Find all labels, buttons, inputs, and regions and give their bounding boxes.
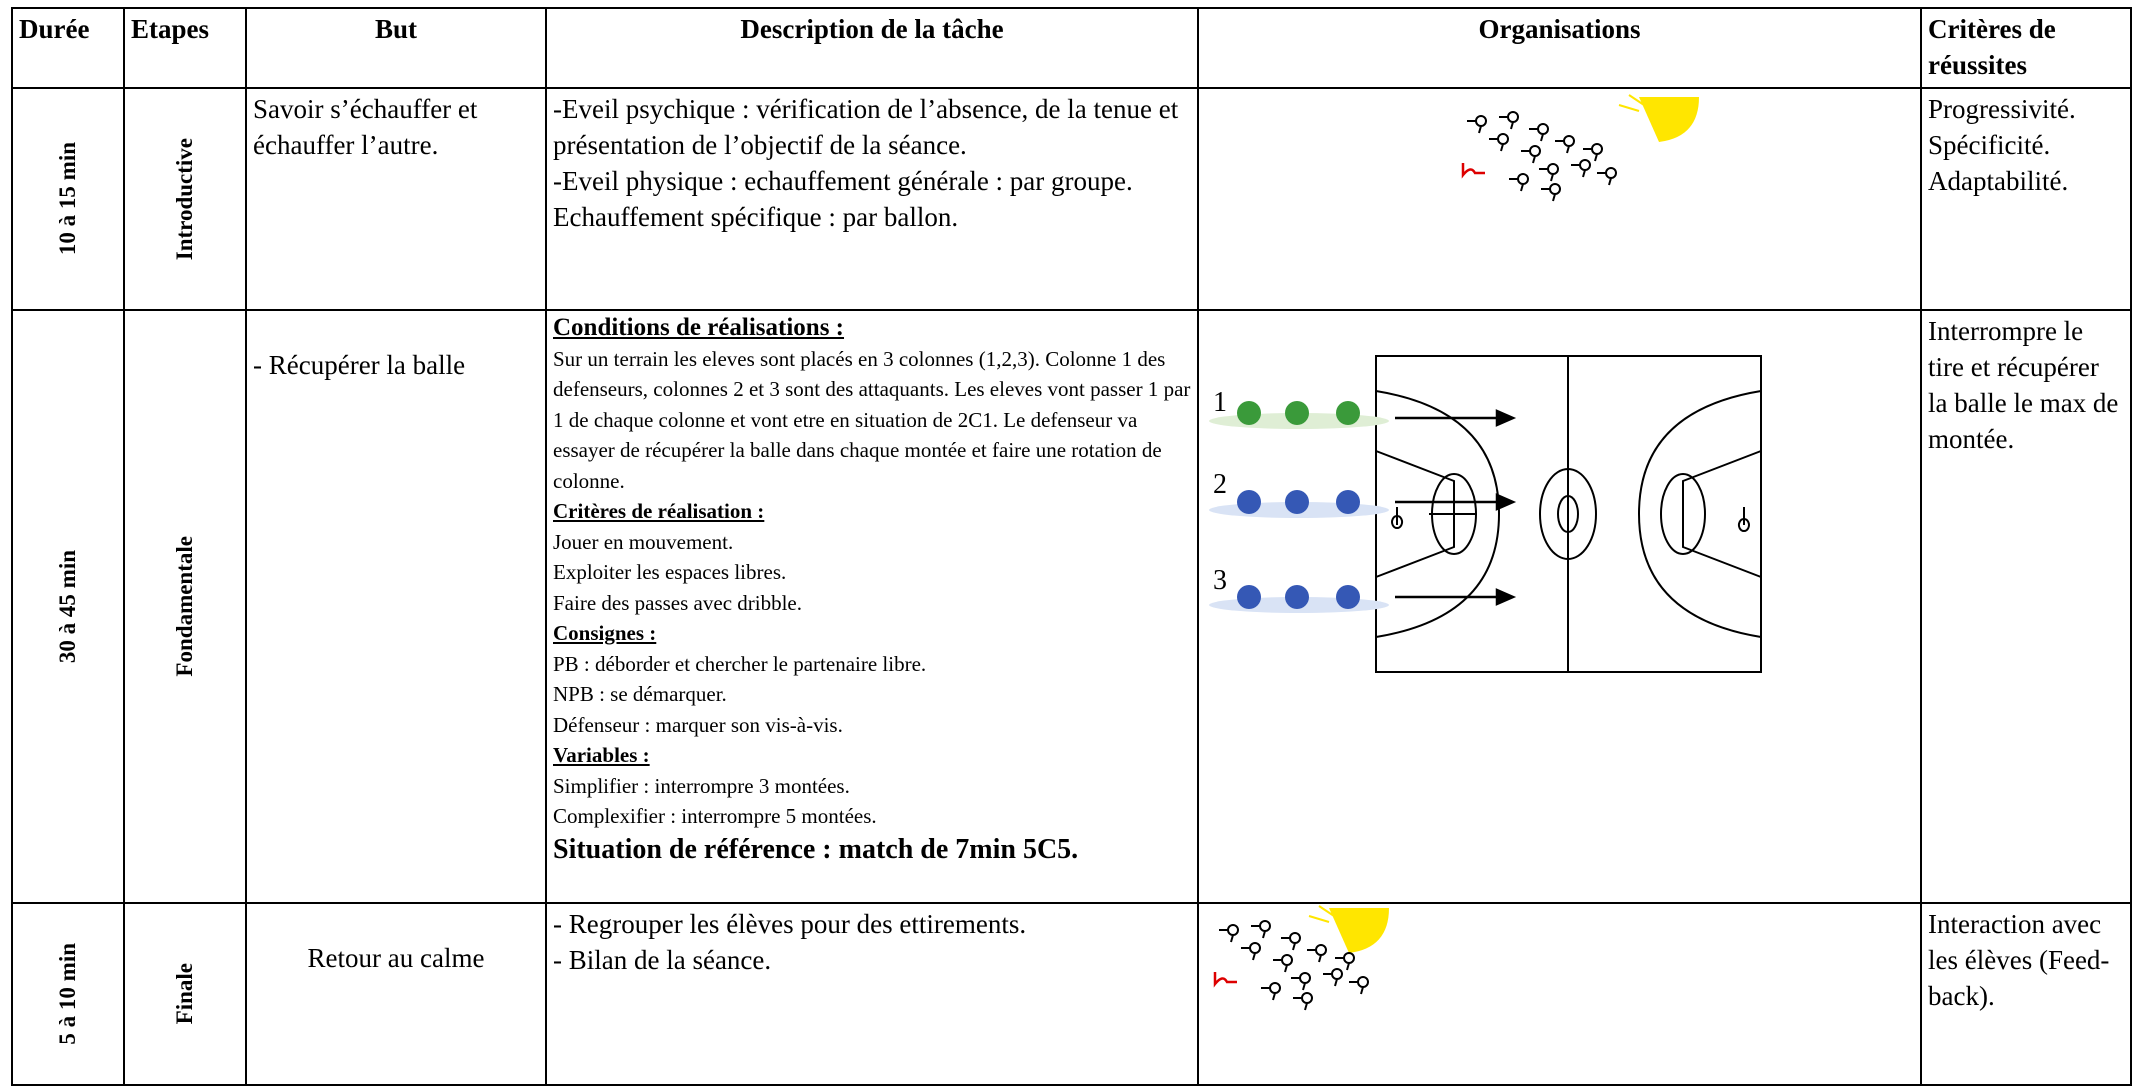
court-diagram: 1 2 3 <box>1209 355 1762 673</box>
organisation <box>1197 87 1922 311</box>
description-line: - Bilan de la séance. <box>553 945 772 975</box>
description-line: Défenseur : marquer son vis-à-vis. <box>553 712 843 737</box>
cell: 30 à 45 min <box>11 309 125 904</box>
row: 10 à 15 min Introductive Savoir s’échauf… <box>11 87 2132 311</box>
warmup-diagram <box>1461 94 1700 202</box>
column-label: 3 <box>1213 565 1227 596</box>
lesson-table: Durée Etapes But Description de la tâche… <box>11 7 2132 1086</box>
cooldown-diagram <box>1213 905 1390 1011</box>
criterion: Spécificité. <box>1928 130 2051 160</box>
description-heading: Conditions de réalisations : <box>553 314 845 341</box>
description-line: - Regrouper les élèves pour des ettireme… <box>553 909 1027 939</box>
header: But <box>245 7 547 89</box>
cell: 10 à 15 min <box>11 87 125 311</box>
description-heading: Variables : <box>553 743 650 767</box>
cell: Conditions de réalisations : Sur un terr… <box>545 309 1199 904</box>
header: Organisations <box>1197 7 1922 89</box>
description-line: PB : déborder et chercher le partenaire … <box>553 651 927 676</box>
organisation <box>1197 902 1922 1086</box>
cell: Finale <box>123 902 247 1086</box>
cell: 5 à 10 min <box>11 902 125 1086</box>
description-line: Sur un terrain les eleves sont placés en… <box>553 346 1191 493</box>
header: Description de la tâche <box>545 7 1199 89</box>
column-label: 1 <box>1213 387 1227 418</box>
duration: 30 à 45 min <box>55 549 80 664</box>
cell: -Eveil psychique : vérification de l’abs… <box>545 87 1199 311</box>
description-line: -Eveil physique : echauffement générale … <box>553 166 1133 196</box>
criterion: Progressivité. <box>1928 94 2076 124</box>
row: 5 à 10 min Finale Retour au calme - Regr… <box>11 902 2132 1086</box>
description-line: Complexifier : interrompre 5 montées. <box>553 804 877 828</box>
stage: Introductive <box>172 137 197 261</box>
cell: Fondamentale <box>123 309 247 904</box>
goal: Savoir s’échauffer et échauffer l’autre. <box>245 87 547 311</box>
stage: Fondamentale <box>172 536 197 677</box>
description-line: NPB : se démarquer. <box>553 682 727 706</box>
description-heading: Critères de réalisation : <box>553 499 765 523</box>
description-heading: Consignes : <box>553 621 657 645</box>
header: Etapes <box>123 7 247 89</box>
description-line: Echauffement spécifique : par ballon. <box>553 202 959 232</box>
criterion: Interaction avec les élèves (Feed-back). <box>1920 902 2132 1086</box>
description-line: -Eveil psychique : vérification de l’abs… <box>553 94 1179 160</box>
cell: - Regrouper les élèves pour des ettireme… <box>545 902 1199 1086</box>
goal: Retour au calme <box>245 902 547 1086</box>
goal: - Récupérer la balle <box>245 309 547 904</box>
description-line: Jouer en mouvement. <box>553 529 734 554</box>
criterion: Interrompre le tire et récupérer la ball… <box>1920 309 2132 904</box>
cell: Introductive <box>123 87 247 311</box>
stage: Finale <box>172 963 197 1025</box>
description-line: Simplifier : interrompre 3 montées. <box>553 773 850 798</box>
header: Durée <box>11 7 125 89</box>
row: 30 à 45 min Fondamentale - Récupérer la … <box>11 309 2132 904</box>
duration: 10 à 15 min <box>55 142 80 256</box>
duration: 5 à 10 min <box>55 943 80 1045</box>
header: Critères de réussites <box>1920 7 2132 89</box>
column-label: 2 <box>1213 469 1227 500</box>
description-line: Faire des passes avec dribble. <box>553 590 802 615</box>
cell: Progressivité. Spécificité. Adaptabilité… <box>1920 87 2132 311</box>
reference-situation: Situation de référence : match de 7min 5… <box>553 833 1079 865</box>
criterion: Adaptabilité. <box>1928 166 2069 196</box>
header-row: Durée Etapes But Description de la tâche… <box>11 7 2132 89</box>
description-line: Exploiter les espaces libres. <box>553 560 787 584</box>
organisation: 1 2 3 <box>1197 309 1922 904</box>
